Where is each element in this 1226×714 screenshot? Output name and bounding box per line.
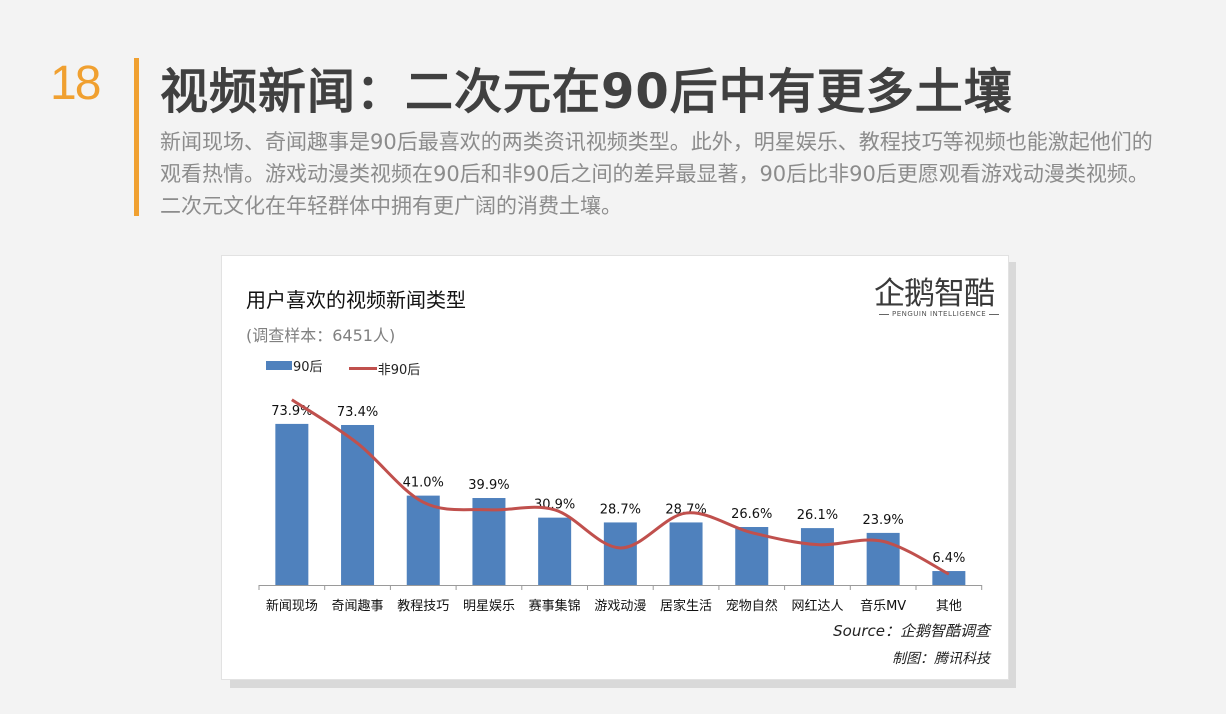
- chart-maker: 制图：腾讯科技: [892, 651, 990, 667]
- legend-label-bar: 90后: [293, 360, 323, 375]
- bar-value-label: 6.4%: [932, 551, 965, 566]
- x-tick-label: 宠物自然: [726, 598, 778, 614]
- bar-90-6: [603, 522, 637, 585]
- x-tick-label: 奇闻趣事: [332, 598, 384, 614]
- bar-value-label: 28.7%: [600, 502, 641, 517]
- accent-bar: [134, 58, 139, 216]
- bar-value-label: 73.4%: [337, 405, 378, 420]
- page-title: 视频新闻：二次元在90后中有更多土壤: [160, 64, 1013, 120]
- logo-wordmark: 企鹅智酷: [874, 276, 995, 312]
- x-tick-label: 赛事集锦: [529, 598, 581, 614]
- bar-value-label: 73.9%: [271, 404, 312, 419]
- bar-line-chart: 73.9%新闻现场73.4%奇闻趣事41.0%教程技巧39.9%明星娱乐30.9…: [258, 398, 983, 614]
- chart-source: Source：企鹅智酷调查: [833, 622, 990, 640]
- bar-value-label: 26.1%: [797, 508, 838, 523]
- bar-90-7: [669, 522, 703, 585]
- x-tick-label: 音乐MV: [860, 598, 906, 614]
- chart-subtitle: (调查样本：6451人): [246, 326, 396, 345]
- x-tick-label: 网红达人: [791, 598, 843, 614]
- brand-logo: 企鹅智酷 PENGUIN INTELLIGENCE: [874, 268, 995, 324]
- bar-value-label: 39.9%: [468, 478, 509, 493]
- legend-bar-swatch: [266, 361, 292, 370]
- line-non-90: [291, 398, 950, 576]
- x-tick-label: 游戏动漫: [594, 599, 646, 614]
- page-number: 18: [50, 57, 101, 110]
- x-tick-label: 居家生活: [660, 598, 712, 614]
- legend-item-line: 非90后: [348, 359, 421, 378]
- legend-line-swatch: [348, 367, 377, 370]
- bar-value-label: 41.0%: [403, 476, 444, 491]
- chart-title: 用户喜欢的视频新闻类型: [246, 288, 466, 312]
- x-tick-label: 教程技巧: [397, 598, 449, 614]
- chart-card: 用户喜欢的视频新闻类型 (调查样本：6451人) 企鹅智酷 PENGUIN IN…: [221, 255, 1009, 680]
- legend-item-bar: 90后: [266, 356, 323, 375]
- x-tick-label: 明星娱乐: [463, 599, 515, 614]
- logo-tagline: PENGUIN INTELLIGENCE: [876, 310, 1002, 318]
- x-tick-label: 其他: [936, 599, 962, 614]
- bar-90-2: [341, 424, 375, 585]
- bar-90-4: [472, 498, 506, 585]
- bar-value-label: 26.6%: [731, 507, 772, 522]
- page-description: 新闻现场、奇闻趣事是90后最喜欢的两类资讯视频类型。此外，明星娱乐、教程技巧等视…: [160, 130, 1153, 218]
- bar-90-11: [932, 571, 966, 585]
- chart-legend: 90后 非90后: [266, 356, 442, 378]
- bar-90-1: [275, 423, 309, 585]
- x-tick-label: 新闻现场: [266, 598, 318, 614]
- legend-label-line: 非90后: [377, 363, 421, 378]
- bar-90-5: [538, 517, 572, 585]
- bar-90-3: [406, 495, 440, 585]
- bar-90-9: [800, 528, 834, 585]
- bar-value-label: 23.9%: [862, 513, 903, 528]
